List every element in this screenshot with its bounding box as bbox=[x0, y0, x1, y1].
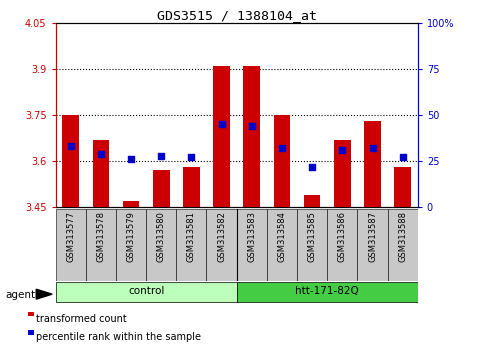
Bar bbox=[357, 209, 388, 281]
Text: control: control bbox=[128, 286, 164, 296]
Text: percentile rank within the sample: percentile rank within the sample bbox=[36, 332, 201, 342]
Point bbox=[127, 156, 135, 162]
Bar bbox=[327, 209, 357, 281]
Bar bbox=[334, 139, 351, 207]
Bar bbox=[388, 209, 418, 281]
Bar bbox=[207, 209, 237, 281]
Text: GSM313585: GSM313585 bbox=[308, 211, 317, 262]
Bar bbox=[297, 209, 327, 281]
Bar bbox=[146, 209, 176, 281]
Text: GSM313586: GSM313586 bbox=[338, 211, 347, 262]
Point bbox=[399, 155, 407, 160]
Bar bbox=[243, 66, 260, 207]
Bar bbox=[176, 209, 207, 281]
Point bbox=[278, 145, 286, 151]
Point bbox=[248, 123, 256, 129]
Point bbox=[157, 153, 165, 158]
Text: GSM313579: GSM313579 bbox=[127, 211, 136, 262]
Bar bbox=[86, 209, 116, 281]
Text: GDS3515 / 1388104_at: GDS3515 / 1388104_at bbox=[156, 9, 317, 22]
Text: GSM313583: GSM313583 bbox=[247, 211, 256, 262]
Bar bbox=[237, 209, 267, 281]
Bar bbox=[62, 115, 79, 207]
Bar bbox=[183, 167, 199, 207]
Text: GSM313582: GSM313582 bbox=[217, 211, 226, 262]
Polygon shape bbox=[36, 289, 52, 299]
Text: GSM313584: GSM313584 bbox=[277, 211, 286, 262]
Point bbox=[308, 164, 316, 170]
Text: agent: agent bbox=[6, 290, 36, 299]
Bar bbox=[56, 282, 237, 302]
Point bbox=[187, 155, 195, 160]
Point bbox=[67, 143, 74, 149]
Bar bbox=[274, 115, 290, 207]
Text: GSM313588: GSM313588 bbox=[398, 211, 407, 262]
Text: GSM313578: GSM313578 bbox=[96, 211, 105, 262]
Point bbox=[218, 121, 226, 127]
Text: GSM313580: GSM313580 bbox=[156, 211, 166, 262]
Point bbox=[339, 147, 346, 153]
Point bbox=[97, 151, 105, 156]
Bar bbox=[395, 167, 411, 207]
Bar bbox=[267, 209, 297, 281]
Bar bbox=[123, 201, 139, 207]
Bar bbox=[364, 121, 381, 207]
Point bbox=[369, 145, 376, 151]
Text: GSM313577: GSM313577 bbox=[66, 211, 75, 262]
Bar bbox=[93, 139, 109, 207]
Bar bbox=[56, 209, 86, 281]
Text: htt-171-82Q: htt-171-82Q bbox=[296, 286, 359, 296]
Bar bbox=[213, 66, 230, 207]
Bar bbox=[116, 209, 146, 281]
Text: GSM313587: GSM313587 bbox=[368, 211, 377, 262]
Bar bbox=[237, 282, 418, 302]
Bar bbox=[304, 195, 320, 207]
Bar bbox=[153, 170, 170, 207]
Text: GSM313581: GSM313581 bbox=[187, 211, 196, 262]
Text: transformed count: transformed count bbox=[36, 314, 127, 324]
